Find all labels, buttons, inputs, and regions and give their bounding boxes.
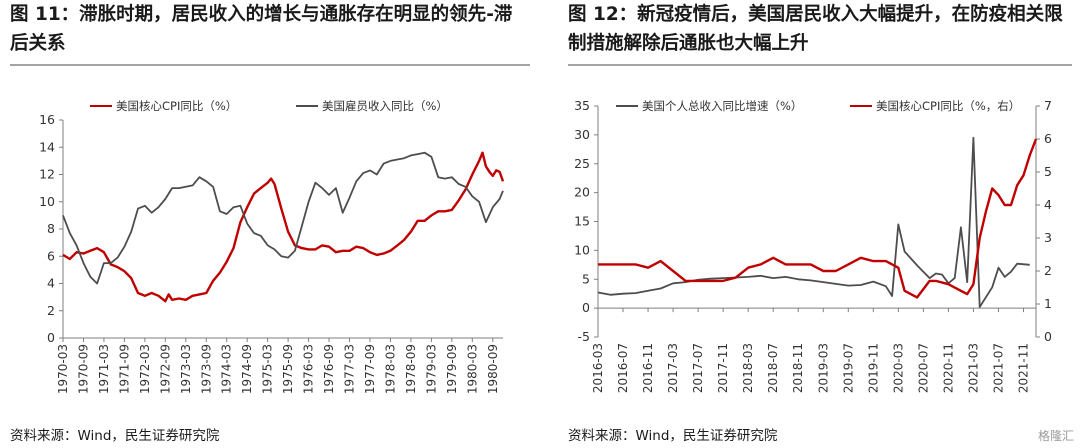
x-tick-label: 1976-09	[322, 344, 336, 394]
x-tick-label: 1975-09	[281, 344, 295, 394]
x-tick-label: 2021-03	[966, 343, 980, 393]
y-tick-label: 6	[47, 248, 55, 263]
y-tick-label: 20	[574, 185, 590, 200]
y-tick-label: 12	[39, 167, 55, 182]
x-tick-label: 2019-03	[816, 343, 830, 393]
y2-tick-label: 7	[1044, 98, 1052, 113]
x-tick-label: 2021-11	[1016, 343, 1030, 393]
right-line-chart: -5 0 5 10 15 20 25 30 35 0 1 2 3 4 5 6 7 2016-03 2016-07 20…	[574, 98, 1052, 393]
right-title-divider	[568, 64, 1072, 66]
legend-label-2: 美国雇员收入同比（%）	[322, 99, 448, 113]
y2-tick-label: 5	[1044, 164, 1052, 179]
y2-tick-label: 1	[1044, 296, 1052, 311]
x-tick-label: 1977-03	[343, 344, 357, 394]
y-tick-label: 4	[47, 276, 55, 291]
x-tick-label: 1970-09	[76, 344, 90, 394]
x-tick-label: 2019-11	[866, 343, 880, 393]
x-tick-label: 1970-03	[56, 344, 70, 394]
left-chart-panel: 图 11：滞胀时期，居民收入的增长与通胀存在明显的领先-滞后关系 0 2 4 6 8 10…	[0, 0, 530, 448]
series-line-2	[598, 138, 1038, 299]
x-tick-label: 1973-09	[199, 344, 213, 394]
y-tick-label: 30	[574, 127, 590, 142]
y2-tick-label: 6	[1044, 131, 1052, 146]
x-tick-label: 1972-09	[158, 344, 172, 394]
y-tick-label: 5	[582, 271, 590, 286]
x-tick-label: 2016-07	[616, 343, 630, 393]
x-tick-label: 1972-03	[138, 344, 152, 394]
y-tick-label: 0	[47, 330, 55, 345]
right-source-note: 资料来源：Wind，民生证券研究院	[568, 428, 778, 444]
x-tick-label: 1971-09	[117, 344, 131, 394]
x-tick-label: 1978-03	[383, 344, 397, 394]
x-tick-label: 2018-11	[791, 343, 805, 393]
left-line-chart: 0 2 4 6 8 10 12 14 16 1970-03 1970-09 1971-03 1971-0…	[39, 99, 505, 394]
y2-tick-label: 3	[1044, 230, 1052, 245]
y-tick-label: 0	[582, 300, 590, 315]
x-tick-label: 2020-03	[891, 343, 905, 393]
left-source-note: 资料来源：Wind，民生证券研究院	[10, 428, 220, 444]
x-tick-label: 2019-07	[841, 343, 855, 393]
x-tick-label: 2016-11	[641, 343, 655, 393]
y-tick-label: -5	[578, 329, 590, 344]
x-tick-label: 2017-03	[666, 343, 680, 393]
legend-label-2: 美国核心CPI同比（%，右）	[876, 99, 1020, 113]
x-tick-label: 1977-09	[363, 344, 377, 394]
x-tick-label: 2021-07	[991, 343, 1005, 393]
y-tick-label: 25	[574, 156, 590, 171]
x-tick-label: 1979-03	[424, 344, 438, 394]
x-tick-label: 2017-07	[691, 343, 705, 393]
x-tick-label: 2017-11	[716, 343, 730, 393]
series-line-1	[597, 136, 1030, 308]
y2-tick-label: 4	[1044, 197, 1052, 212]
left-chart-title: 图 11：滞胀时期，居民收入的增长与通胀存在明显的领先-滞后关系	[10, 4, 513, 54]
x-tick-label: 2016-03	[591, 343, 605, 393]
y-tick-label: 14	[39, 139, 55, 154]
y2-tick-label: 0	[1044, 329, 1052, 344]
x-tick-label: 1978-09	[404, 344, 418, 394]
y-tick-label: 2	[47, 303, 55, 318]
x-tick-label: 2020-07	[916, 343, 930, 393]
y-tick-label: 10	[39, 194, 55, 209]
y-tick-label: 10	[574, 242, 590, 257]
series-line-2	[62, 151, 504, 285]
y2-tick-label: 2	[1044, 263, 1052, 278]
y-tick-label: 16	[39, 112, 55, 127]
x-tick-label: 2018-03	[741, 343, 755, 393]
watermark-logo: 格隆汇	[1037, 429, 1074, 443]
y-tick-label: 8	[47, 221, 55, 236]
y-tick-label: 15	[574, 214, 590, 229]
right-chart-title: 图 12：新冠疫情后，美国居民收入大幅提升，在防疫相关限制措施解除后通胀也大幅上…	[568, 4, 1063, 54]
series-line-1	[62, 151, 505, 303]
x-tick-label: 1976-03	[302, 344, 316, 394]
y-tick-label: 35	[574, 98, 590, 113]
right-chart-panel: 图 12：新冠疫情后，美国居民收入大幅提升，在防疫相关限制措施解除后通胀也大幅上…	[562, 0, 1080, 448]
legend-label-1: 美国核心CPI同比（%）	[116, 99, 237, 113]
x-tick-label: 1980-09	[486, 344, 500, 394]
x-tick-label: 1974-09	[240, 344, 254, 394]
x-tick-label: 1973-03	[179, 344, 193, 394]
x-tick-label: 2018-07	[766, 343, 780, 393]
x-tick-label: 1980-03	[465, 344, 479, 394]
x-tick-label: 1971-03	[97, 344, 111, 394]
x-tick-label: 2020-11	[941, 343, 955, 393]
legend-label-1: 美国个人总收入同比增速（%）	[642, 99, 802, 113]
x-tick-label: 1979-09	[445, 344, 459, 394]
left-title-divider	[10, 64, 530, 66]
x-tick-label: 1974-03	[220, 344, 234, 394]
x-tick-label: 1975-03	[261, 344, 275, 394]
